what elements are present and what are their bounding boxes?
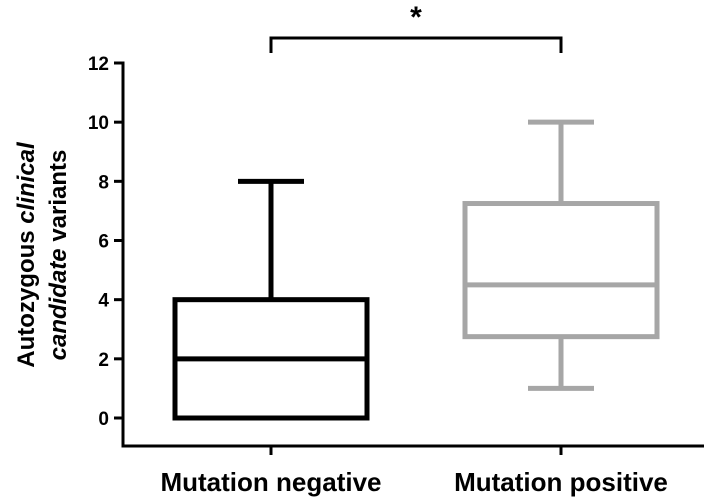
- y-tick-label: 2: [98, 350, 109, 371]
- x-category-label: Mutation negative: [160, 467, 381, 497]
- y-tick-label: 6: [98, 232, 109, 253]
- bracket-line: [269, 36, 563, 53]
- y-axis-label-part: variants: [45, 150, 72, 249]
- y-tick-label: 10: [88, 113, 109, 134]
- significance-bracket: *: [269, 1, 563, 53]
- y-axis-label-part: candidate: [45, 248, 72, 360]
- y-tick-label: 0: [98, 409, 109, 430]
- y-tick-label: 8: [98, 172, 109, 193]
- box-mutation-negative: [172, 178, 370, 421]
- y-axis: 0 2 4 6 8 10 12: [88, 54, 125, 448]
- x-category-label: Mutation positive: [454, 467, 668, 497]
- y-axis-label-line: Autozygous clinical: [13, 141, 40, 368]
- y-axis-label-part: Autozygous: [13, 224, 40, 368]
- y-tick-label: 4: [98, 291, 109, 312]
- x-axis: Mutation negative Mutation positive: [121, 444, 704, 497]
- y-axis-label-line: candidate variants: [45, 150, 72, 361]
- significance-star: *: [410, 1, 422, 34]
- box-series: [172, 119, 660, 421]
- box-mutation-positive: [462, 119, 660, 391]
- y-tick-label: 12: [88, 54, 109, 75]
- iqr-box: [462, 201, 660, 340]
- y-axis-label-part: clinical: [13, 141, 40, 224]
